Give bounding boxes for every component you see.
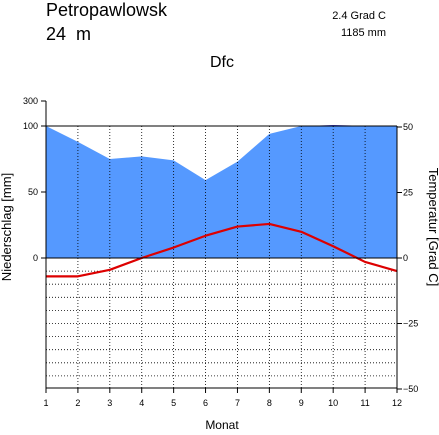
- x-axis-label: Monat: [205, 418, 239, 430]
- left-tick-label: 0: [33, 253, 38, 263]
- y-axis-right-label: Temperatur [Grad C]: [426, 168, 439, 287]
- left-tick-label: 100: [23, 121, 38, 131]
- right-tick-label: 0: [403, 253, 408, 263]
- right-tick-label: 25: [403, 188, 413, 198]
- temperature-line: [46, 222, 398, 278]
- x-tick-label: 3: [107, 398, 112, 408]
- x-tick-label: 10: [328, 398, 338, 408]
- x-tick-label: 8: [267, 398, 272, 408]
- left-tick-label: 50: [28, 187, 38, 197]
- x-tick-label: 11: [360, 398, 369, 408]
- x-tick-label: 5: [171, 398, 176, 408]
- x-tick-label: 4: [139, 398, 144, 408]
- station-elevation: 24 m: [46, 24, 91, 44]
- x-tick-label: 1: [43, 398, 48, 408]
- right-tick-label: −50: [403, 384, 418, 394]
- x-tick-label: 2: [75, 398, 80, 408]
- station-name: Petropawlowsk: [46, 0, 168, 20]
- x-tick-label: 7: [235, 398, 240, 408]
- precipitation-area-layer: [46, 125, 397, 258]
- annual-precipitation: 1185 mm: [341, 27, 386, 39]
- x-tick-label: 12: [392, 398, 402, 408]
- precipitation-area: [46, 126, 397, 258]
- climate-class: Dfc: [210, 54, 234, 71]
- right-tick-label: −25: [403, 319, 418, 329]
- mean-temperature: 2.4 Grad C: [332, 10, 386, 22]
- temperature-line-layer: [46, 222, 398, 278]
- right-tick-label: 50: [403, 122, 413, 132]
- left-tick-label: 300: [23, 96, 38, 106]
- x-tick-label: 9: [299, 398, 304, 408]
- x-tick-label: 6: [203, 398, 208, 408]
- y-axis-left-label: Niederschlag [mm]: [0, 173, 14, 281]
